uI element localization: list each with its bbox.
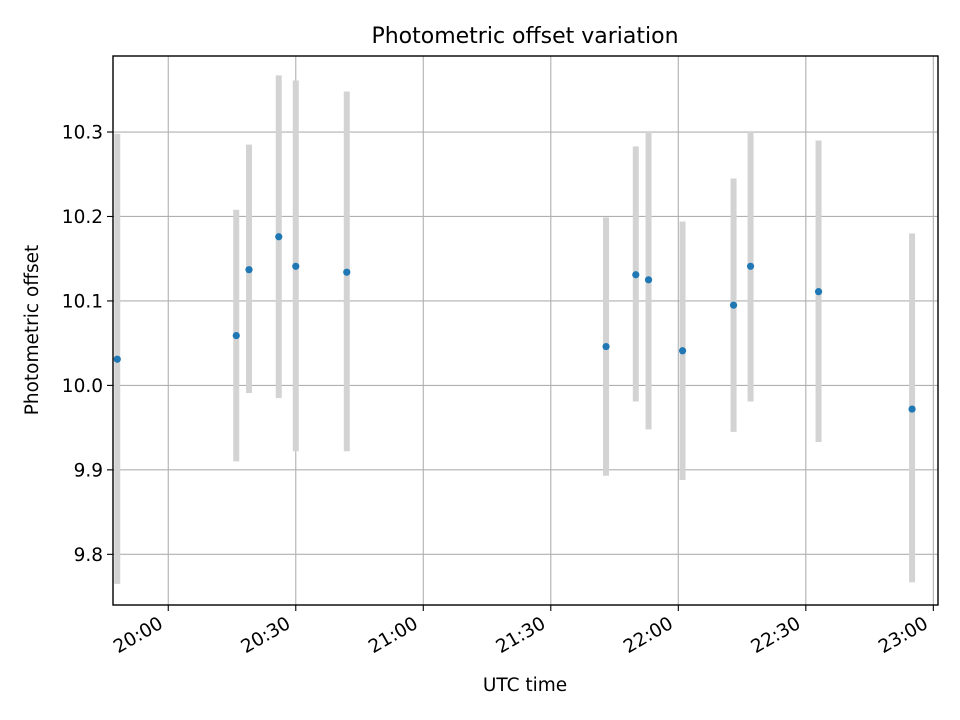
- x-axis-label: UTC time: [483, 675, 567, 696]
- data-point: [908, 405, 916, 413]
- data-point: [602, 342, 610, 351]
- data-point: [232, 331, 240, 340]
- y-axis-label: Photometric offset: [22, 245, 43, 416]
- data-point: [746, 262, 755, 270]
- y-tick-label: 9.9: [74, 460, 103, 481]
- data-point: [632, 271, 640, 279]
- data-point: [678, 347, 687, 355]
- data-points: [113, 233, 916, 413]
- y-tick-label: 10.0: [62, 376, 103, 397]
- data-point: [814, 288, 823, 296]
- data-point: [275, 233, 283, 241]
- data-point: [245, 266, 253, 274]
- data-point: [113, 355, 121, 363]
- data-point: [292, 262, 300, 270]
- y-tick-label: 10.2: [62, 207, 103, 228]
- chart-title: Photometric offset variation: [371, 24, 678, 49]
- data-point: [729, 301, 738, 309]
- plot-frame: [112, 55, 939, 606]
- y-tick-label: 10.1: [62, 291, 103, 312]
- data-point: [644, 276, 653, 284]
- y-tick-label: 10.3: [62, 123, 103, 144]
- y-tick-label: 9.8: [74, 545, 103, 566]
- y-axis: 9.8 9.9 10.0 10.1 10.2 10.3: [62, 123, 113, 566]
- data-point: [343, 268, 351, 276]
